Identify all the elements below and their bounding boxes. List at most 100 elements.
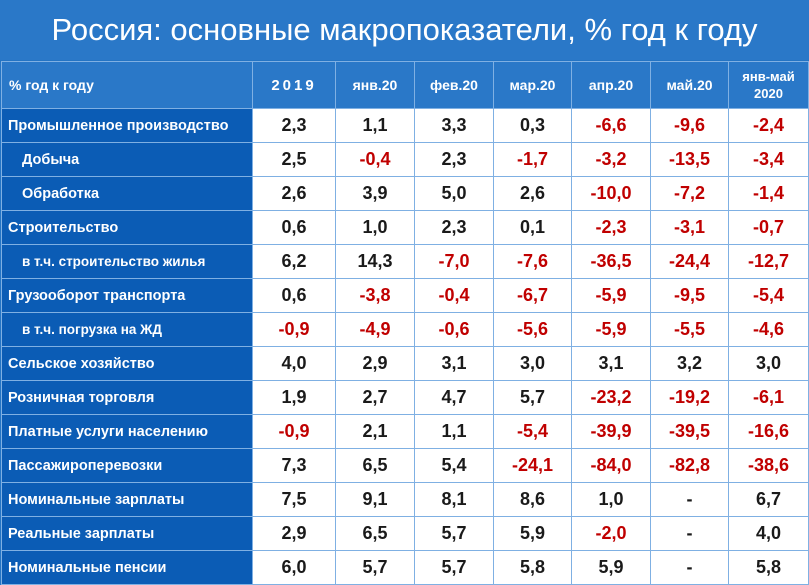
table-row: Реальные зарплаты 2,9 6,5 5,7 5,9 -2,0-4,0 (1, 516, 809, 551)
table-row: Платные услуги населению -0,9 2,1 1,1 -5,4 -3… (1, 414, 809, 449)
value-cell: -0,9 (252, 414, 336, 449)
value-cell: -7,6 (493, 244, 572, 279)
value-cell: 5,8 (493, 550, 572, 585)
value-cell: -6,1 (728, 380, 809, 415)
value-cell: 7,3 (252, 448, 336, 483)
row-label: Обработка (1, 176, 253, 211)
row-label: Сельское хозяйство (1, 346, 253, 381)
value-cell: 1,9 (252, 380, 336, 415)
value-cell: -6,7 (493, 278, 572, 313)
row-label: Строительство (1, 210, 253, 245)
value-cell: 4,0 (252, 346, 336, 381)
page-title: Россия: основные макропоказатели, % год … (0, 0, 809, 60)
value-cell: -24,1 (493, 448, 572, 483)
table-row: Грузооборот транспорта 0,6 -3,8 -0,4 -6,7 -5,… (1, 278, 809, 313)
table-row: Сельское хозяйство 4,0 2,9 3,1 3,0 3,1 3,2 3,0 (1, 346, 809, 381)
value-cell: -0,4 (335, 142, 415, 177)
row-label: в т.ч. строительство жилья (1, 244, 253, 279)
table-header-row: % год к году 2019 янв.20 фев.20 мар.20 а… (1, 61, 809, 109)
value-cell: 2,6 (252, 176, 336, 211)
column-header-jan20: янв.20 (335, 61, 415, 109)
value-cell: -84,0 (571, 448, 651, 483)
value-cell: -0,4 (414, 278, 494, 313)
value-cell: -5,9 (571, 278, 651, 313)
value-cell: - (650, 516, 729, 551)
value-cell: 3,0 (493, 346, 572, 381)
value-cell: 1,0 (335, 210, 415, 245)
value-cell: -16,6 (728, 414, 809, 449)
value-cell: 14,3 (335, 244, 415, 279)
table-row: в т.ч. строительство жилья 6,2 14,3 -7,0 -7,… (1, 244, 809, 279)
value-cell: -39,5 (650, 414, 729, 449)
value-cell: 6,5 (335, 516, 415, 551)
value-cell: -5,6 (493, 312, 572, 347)
table-row: Номинальные пенсии 6,0 5,7 5,7 5,8 5,9-5,8 (1, 550, 809, 585)
value-cell: 6,7 (728, 482, 809, 517)
value-cell: 2,7 (335, 380, 415, 415)
value-cell: -19,2 (650, 380, 729, 415)
column-header-feb20: фев.20 (414, 61, 494, 109)
value-cell: -9,6 (650, 108, 729, 143)
value-cell: 0,1 (493, 210, 572, 245)
value-cell: -36,5 (571, 244, 651, 279)
value-cell: 6,5 (335, 448, 415, 483)
value-cell: 3,2 (650, 346, 729, 381)
value-cell: 0,3 (493, 108, 572, 143)
value-cell: -2,4 (728, 108, 809, 143)
value-cell: 2,1 (335, 414, 415, 449)
value-cell: -4,6 (728, 312, 809, 347)
value-cell: 5,8 (728, 550, 809, 585)
value-cell: -0,7 (728, 210, 809, 245)
column-header-may20: май.20 (650, 61, 729, 109)
value-cell: 9,1 (335, 482, 415, 517)
value-cell: -10,0 (571, 176, 651, 211)
macro-indicators-table: % год к году 2019 янв.20 фев.20 мар.20 а… (1, 61, 809, 585)
column-header-2019: 2019 (252, 61, 336, 109)
value-cell: 5,9 (493, 516, 572, 551)
value-cell: 8,6 (493, 482, 572, 517)
value-cell: 5,4 (414, 448, 494, 483)
row-label: в т.ч. погрузка на ЖД (1, 312, 253, 347)
value-cell: 2,3 (252, 108, 336, 143)
value-cell: -6,6 (571, 108, 651, 143)
value-cell: 2,9 (252, 516, 336, 551)
row-label: Промышленное производство (1, 108, 253, 143)
value-cell: -4,9 (335, 312, 415, 347)
table-row: Розничная торговля 1,9 2,7 4,7 5,7 -23,2 -19,2… (1, 380, 809, 415)
value-cell: -7,2 (650, 176, 729, 211)
value-cell: - (650, 482, 729, 517)
value-cell: -12,7 (728, 244, 809, 279)
value-cell: 2,9 (335, 346, 415, 381)
row-label: Платные услуги населению (1, 414, 253, 449)
value-cell: 1,1 (335, 108, 415, 143)
value-cell: 4,0 (728, 516, 809, 551)
value-cell: 2,3 (414, 210, 494, 245)
row-label: Грузооборот транспорта (1, 278, 253, 313)
value-cell: 7,5 (252, 482, 336, 517)
value-cell: -5,4 (728, 278, 809, 313)
table-row: Пассажироперевозки 7,3 6,5 5,4 -24,1 -84,0 -82… (1, 448, 809, 483)
value-cell: -82,8 (650, 448, 729, 483)
table-row: Строительство 0,6 1,0 2,3 0,1 -2,3 -3,1 -0,7 (1, 210, 809, 245)
value-cell: 5,7 (414, 516, 494, 551)
value-cell: -3,4 (728, 142, 809, 177)
value-cell: 3,3 (414, 108, 494, 143)
column-header-apr20: апр.20 (571, 61, 651, 109)
row-label: Добыча (1, 142, 253, 177)
value-cell: 8,1 (414, 482, 494, 517)
row-label: Пассажироперевозки (1, 448, 253, 483)
value-cell: 1,1 (414, 414, 494, 449)
value-cell: -3,8 (335, 278, 415, 313)
value-cell: -0,6 (414, 312, 494, 347)
value-cell: 1,0 (571, 482, 651, 517)
value-cell: -1,7 (493, 142, 572, 177)
row-label: Номинальные зарплаты (1, 482, 253, 517)
value-cell: -7,0 (414, 244, 494, 279)
table-row: Промышленное производство 2,3 1,1 3,3 0,3 -6,… (1, 108, 809, 143)
value-cell: 0,6 (252, 210, 336, 245)
value-cell: -23,2 (571, 380, 651, 415)
value-cell: -3,2 (571, 142, 651, 177)
row-label: Розничная торговля (1, 380, 253, 415)
value-cell: 2,5 (252, 142, 336, 177)
value-cell: -3,1 (650, 210, 729, 245)
